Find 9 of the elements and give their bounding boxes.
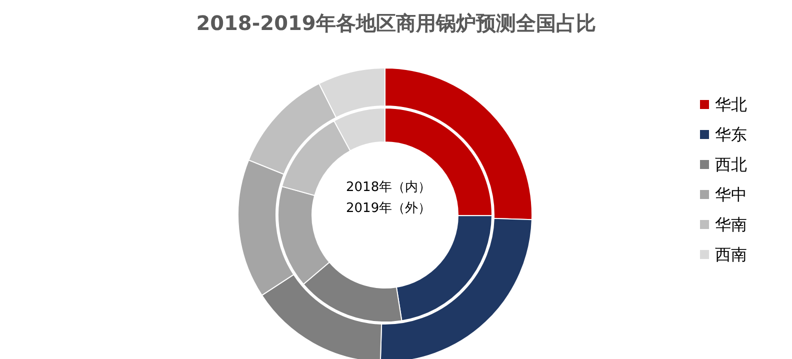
chart-title: 2018-2019年各地区商用锅炉预测全国占比 [196,11,596,35]
legend-label: 华中 [715,185,747,204]
legend-label: 西北 [715,155,747,174]
legend-label: 华东 [715,125,747,144]
legend-label: 华北 [715,95,747,114]
text: 2019年（外） [346,201,432,216]
legend-label: 华南 [715,215,747,234]
legend-label: 西南 [715,245,747,264]
text: 2018年（内） [346,180,432,195]
